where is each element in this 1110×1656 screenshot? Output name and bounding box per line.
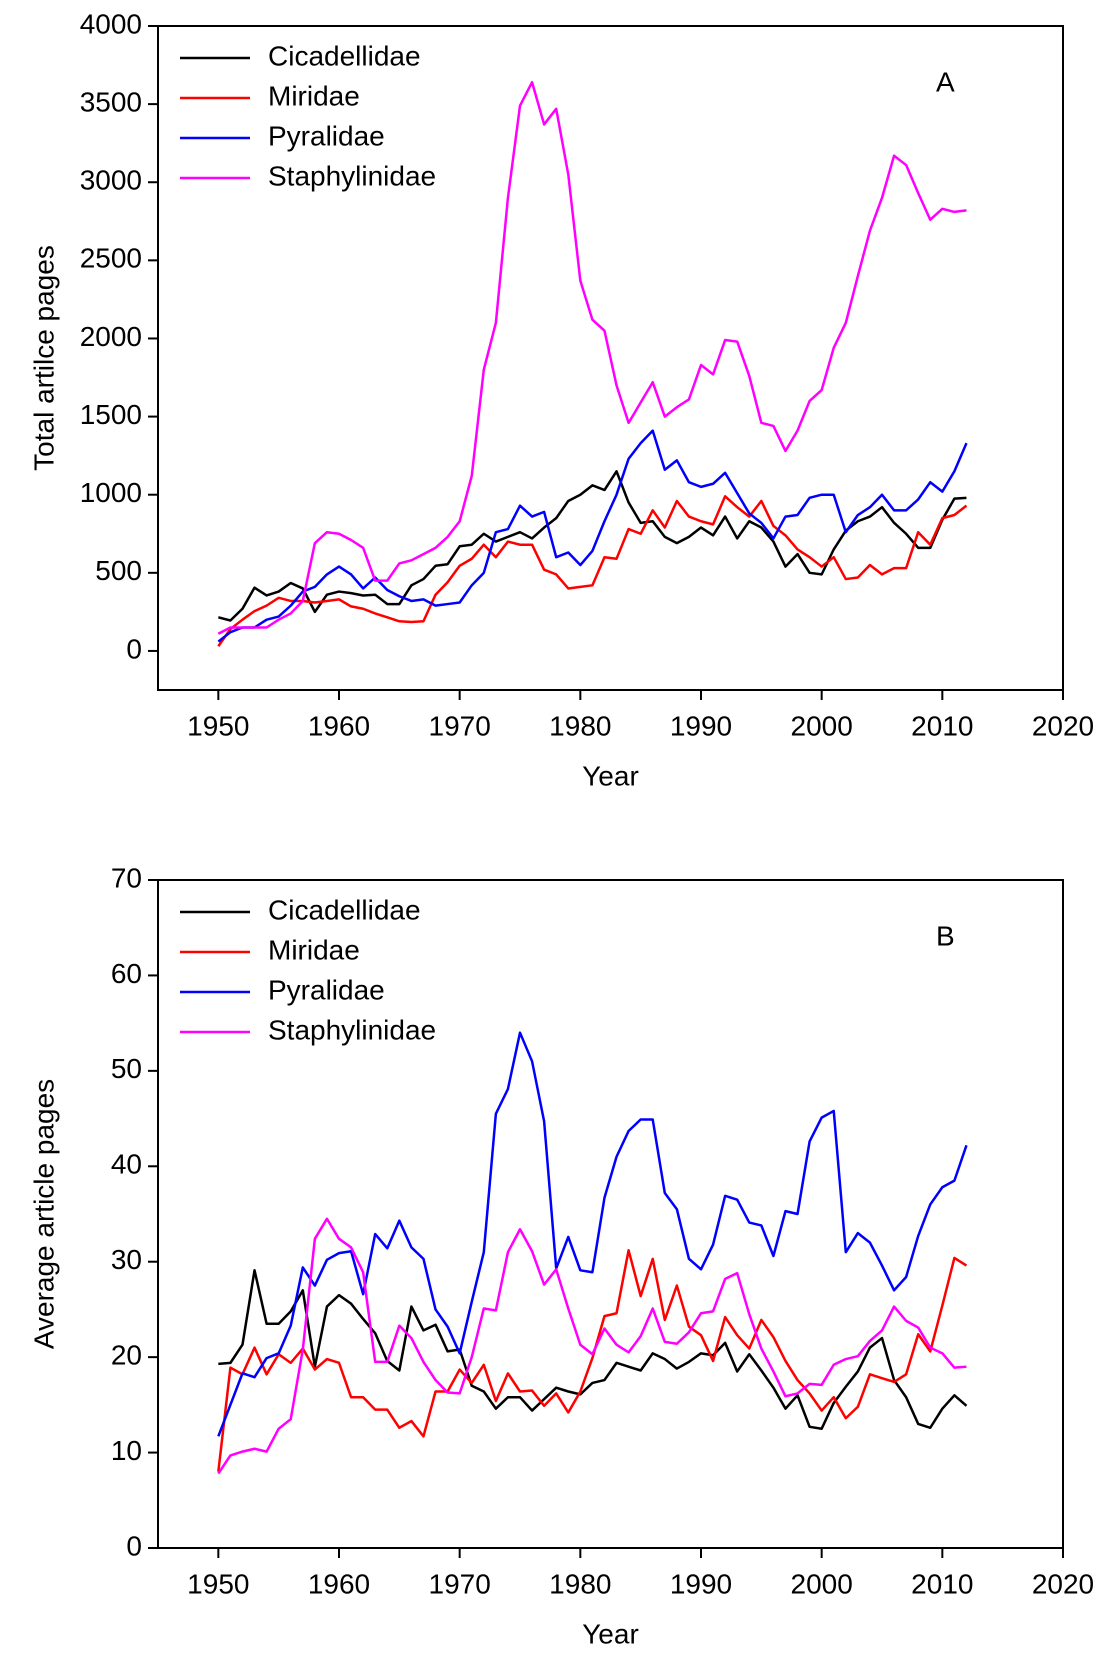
legend-label: Staphylinidae [268,160,436,191]
plot-frame [157,25,1064,691]
x-tick-label: 1980 [549,1568,611,1599]
series-line [217,1031,968,1437]
series-line [217,1217,967,1475]
x-tick-label: 2020 [1032,710,1094,741]
x-tick-label: 1960 [308,710,370,741]
series-line [217,429,968,643]
x-tick-label: 1980 [549,710,611,741]
x-tick-label: 1950 [187,1568,249,1599]
series-line [217,1249,968,1472]
x-tick-label: 1960 [308,1568,370,1599]
x-tick-label: 1950 [187,710,249,741]
y-tick-label: 4000 [80,8,142,39]
y-tick-label: 20 [111,1340,142,1371]
y-tick-label: 2000 [80,321,142,352]
legend-label: Cicadellidae [268,40,421,71]
x-tick-label: 2010 [911,710,973,741]
x-tick-label: 1970 [429,1568,491,1599]
x-tick-label: 2000 [791,710,853,741]
x-axis-label: Year [582,760,639,791]
x-tick-label: 2000 [791,1568,853,1599]
x-axis-label: Year [582,1618,639,1649]
legend-label: Staphylinidae [268,1014,436,1045]
y-tick-label: 10 [111,1435,142,1466]
x-tick-label: 2020 [1032,1568,1094,1599]
y-tick-label: 0 [126,1530,142,1561]
y-tick-label: 3000 [80,165,142,196]
y-tick-label: 1000 [80,477,142,508]
y-axis-label: Total artilce pages [28,245,59,471]
series-line [217,495,968,647]
panel-label: B [936,920,955,951]
series-line [218,1269,968,1430]
y-tick-label: 500 [95,555,142,586]
y-tick-label: 70 [111,862,142,893]
legend-label: Miridae [268,934,360,965]
y-tick-label: 1500 [80,399,142,430]
legend-label: Pyralidae [268,120,385,151]
y-tick-label: 40 [111,1149,142,1180]
series-line [217,80,967,635]
x-tick-label: 1970 [429,710,491,741]
y-tick-label: 50 [111,1053,142,1084]
y-axis-label: Average article pages [28,1079,59,1349]
x-tick-label: 1990 [670,710,732,741]
legend-label: Pyralidae [268,974,385,1005]
y-tick-label: 0 [126,633,142,664]
series-line [218,470,967,622]
panel-label: A [936,66,955,97]
y-tick-label: 2500 [80,243,142,274]
legend-label: Cicadellidae [268,894,421,925]
y-tick-label: 60 [111,958,142,989]
plot-frame [157,879,1064,1549]
x-tick-label: 2010 [911,1568,973,1599]
y-tick-label: 3500 [80,87,142,118]
x-tick-label: 1990 [670,1568,732,1599]
y-tick-label: 30 [111,1244,142,1275]
legend-label: Miridae [268,80,360,111]
